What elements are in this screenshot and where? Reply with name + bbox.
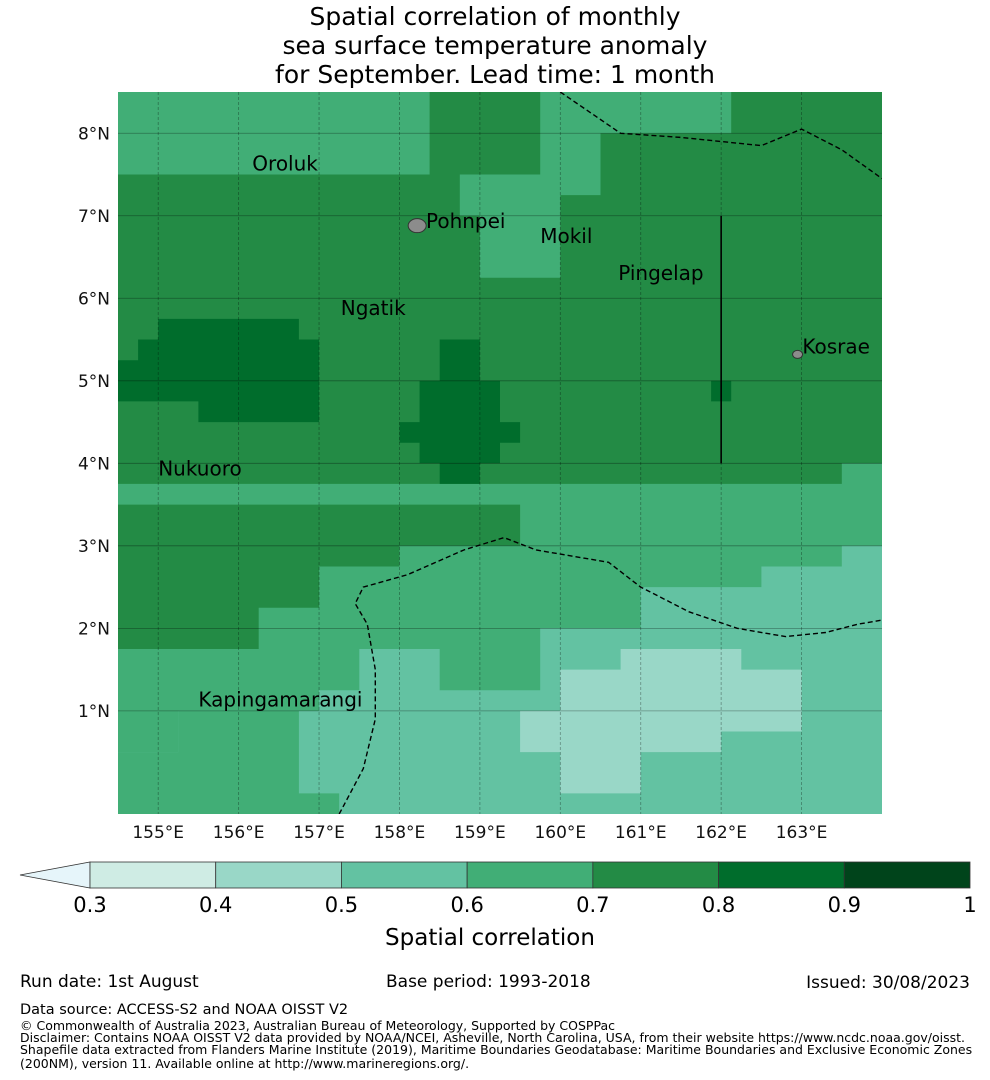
lon-tick-label: 160°E: [534, 823, 586, 843]
lat-tick-label: 7°N: [78, 207, 110, 227]
issued-date: Issued: 30/08/2023: [806, 973, 970, 993]
island-shape-1: [792, 349, 804, 359]
lat-tick-label: 8°N: [78, 124, 110, 144]
colorbar: 0.3 0.4 0.5 0.6 0.7 0.8 0.9 1 Spatial correlatio…: [19, 861, 977, 951]
lat-tick-label: 2°N: [78, 619, 110, 639]
disclaimer-line-2: Shapefile data extracted from Flanders M…: [20, 1042, 973, 1057]
correlation-region-0: [118, 92, 430, 175]
place-label-oroluk: Oroluk: [252, 151, 318, 175]
colorbar-tick-label: 0.9: [828, 893, 861, 917]
colorbar-tick-label: 0.7: [576, 893, 609, 917]
data-source: Data source: ACCESS-S2 and NOAA OISST V2: [20, 1002, 349, 1018]
title-line-2: sea surface temperature anomaly: [282, 31, 708, 60]
lon-tick-label: 155°E: [132, 823, 184, 843]
place-label-pohnpei: Pohnpei: [426, 209, 506, 233]
lon-tick-label: 162°E: [695, 823, 747, 843]
correlation-region-1: [459, 92, 732, 278]
colorbar-segment: [718, 861, 845, 889]
colorbar-tick-label: 0.8: [702, 893, 735, 917]
place-label-ngatik: Ngatik: [341, 296, 406, 320]
colorbar-label: Spatial correlation: [385, 925, 595, 951]
lon-tick-label: 158°E: [374, 823, 426, 843]
base-period: Base period: 1993-2018: [386, 972, 591, 992]
map-plot-area: Oroluk Pohnpei Mokil Pingelap Ngatik Kosrae Nu…: [118, 92, 882, 814]
lat-tick-label: 6°N: [78, 289, 110, 309]
map-title: Spatial correlation of monthly sea surfa…: [0, 2, 990, 89]
colorbar-segment: [89, 861, 217, 889]
disclaimer-line-3: (200NM), version 11. Available online at…: [20, 1056, 470, 1071]
colorbar-segment: [466, 861, 594, 889]
correlation-region-4: [520, 649, 802, 794]
disclaimer-line-1: Disclaimer: Contains NOAA OISST V2 data …: [20, 1030, 965, 1045]
lat-tick-label: 4°N: [78, 454, 110, 474]
place-label-kosrae: Kosrae: [802, 335, 870, 359]
title-line-3: for September. Lead time: 1 month: [275, 60, 715, 89]
lon-tick-label: 161°E: [615, 823, 667, 843]
lon-tick-label: 163°E: [776, 823, 828, 843]
colorbar-tick-label: 0.5: [325, 893, 358, 917]
colorbar-tick-label: 0.3: [73, 893, 106, 917]
correlation-region-7: [399, 339, 521, 484]
run-date: Run date: 1st August: [20, 972, 199, 992]
lat-tick-label: 3°N: [78, 537, 110, 557]
eez-boundary-1: [338, 536, 882, 814]
colorbar-segment: [843, 861, 971, 889]
eez-boundary-0: [559, 92, 882, 180]
lon-tick-label: 159°E: [454, 823, 506, 843]
map-figure: Oroluk Pohnpei Mokil Pingelap Ngatik Kosrae Nu…: [19, 92, 977, 951]
colorbar-segment: [592, 861, 719, 889]
title-line-1: Spatial correlation of monthly: [309, 2, 681, 31]
island-shape-0: [407, 218, 427, 234]
lon-tick-label: 156°E: [213, 823, 265, 843]
place-label-mokil: Mokil: [540, 224, 592, 248]
colorbar-segment: [215, 861, 342, 889]
colorbar-tick-label: 0.6: [450, 893, 483, 917]
copyright: © Commonwealth of Australia 2023, Austra…: [20, 1018, 615, 1033]
colorbar-tick-label: 1: [963, 893, 976, 917]
lat-tick-label: 5°N: [78, 372, 110, 392]
colorbar-extend-arrow: [19, 861, 91, 889]
place-label-nukuoro: Nukuoro: [158, 457, 242, 481]
lon-tick-label: 157°E: [293, 823, 345, 843]
correlation-region-6: [118, 318, 320, 423]
map-axis-ticks: 155°E 156°E 157°E 158°E 159°E 160°E 161°E 162°E…: [78, 124, 827, 843]
colorbar-segment: [341, 861, 468, 889]
correlation-region-5: [118, 710, 340, 814]
place-label-pingelap: Pingelap: [618, 261, 703, 285]
place-label-kapingamarangi: Kapingamarangi: [198, 688, 362, 712]
colorbar-tick-label: 0.4: [199, 893, 232, 917]
lat-tick-label: 1°N: [78, 702, 110, 722]
